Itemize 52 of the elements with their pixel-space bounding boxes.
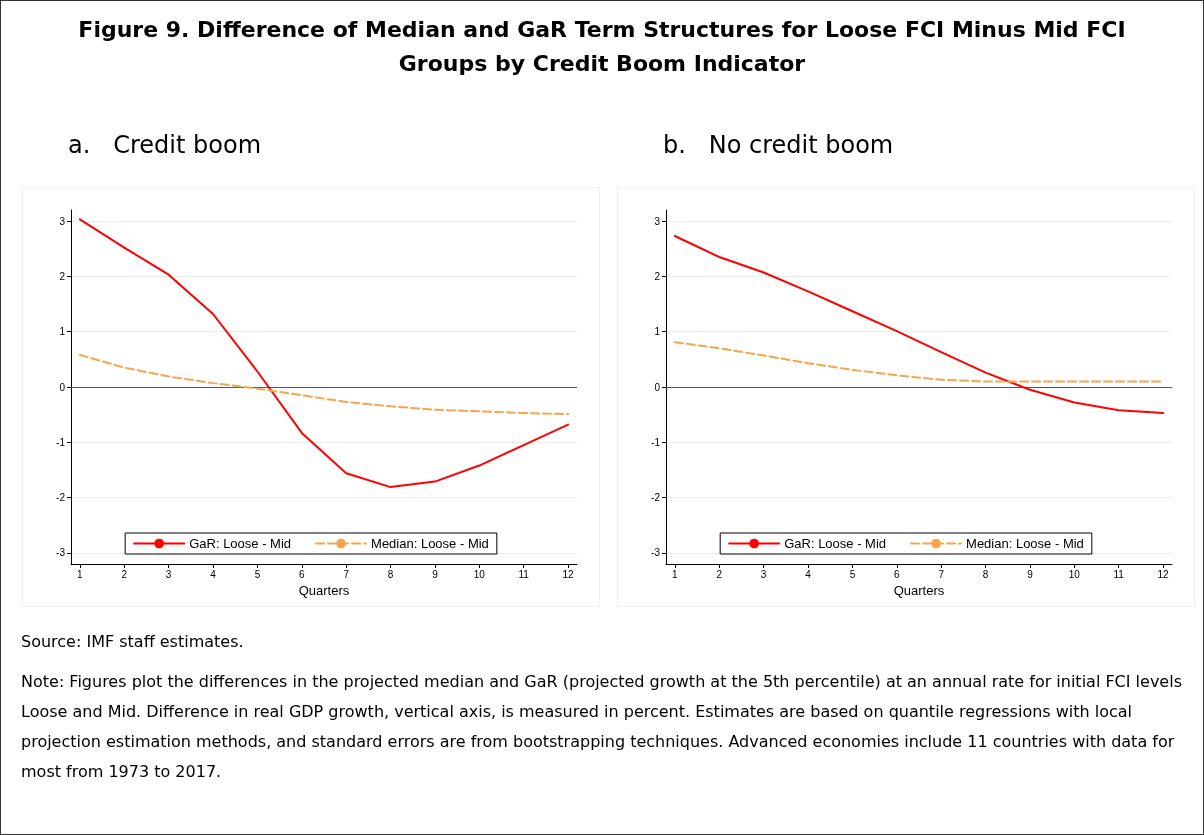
- y-tick-label: 2: [654, 270, 661, 282]
- legend-label: GaR: Loose - Mid: [189, 536, 292, 551]
- x-tick-label: 7: [938, 568, 945, 580]
- legend-label: Median: Loose - Mid: [966, 536, 1084, 551]
- x-tick-label: 2: [121, 568, 128, 580]
- chart-subtitle: a. Credit boom: [67, 130, 262, 161]
- x-tick-label: 12: [1157, 568, 1170, 580]
- x-tick-label: 7: [343, 568, 350, 580]
- x-tick-label: 1: [77, 568, 84, 580]
- x-tick-label: 4: [805, 568, 812, 580]
- x-tick-label: 8: [387, 568, 394, 580]
- y-tick-label: 1: [59, 326, 66, 338]
- x-tick-label: 1: [672, 568, 679, 580]
- y-tick-label: 0: [654, 381, 661, 393]
- line-series: [78, 218, 570, 489]
- x-tick-label: 9: [1027, 568, 1034, 580]
- legend-label: GaR: Loose - Mid: [784, 536, 887, 551]
- x-tick-label: 3: [760, 568, 767, 580]
- x-tick-label: 6: [894, 568, 901, 580]
- chart-subtitle: b. No credit boom: [662, 130, 895, 161]
- x-tick-label: 9: [432, 568, 439, 580]
- y-tick-label: -1: [56, 436, 66, 448]
- x-tick-label: 4: [210, 568, 217, 580]
- y-tick-label: -1: [651, 436, 661, 448]
- x-tick-label: 11: [518, 568, 530, 580]
- x-tick-label: 10: [473, 568, 486, 580]
- x-tick-label: 6: [299, 568, 306, 580]
- y-tick-label: -3: [56, 547, 66, 559]
- y-tick-label: 2: [59, 270, 66, 282]
- y-tick-label: -2: [56, 492, 66, 504]
- text: Note: Figures plot the differences in the projected median and GaR (projected growth at the 5th percentile) at an annual rate for initial FCI levels Loose and Mid. Difference in real GDP growth, vertical axis, is measured in percent. Estimates are based on quantile regressions with local projection estimation methods, and standard errors are from bootstrapping techniques. Advanced economies include 11 countries with data for most from 1973 to 2017.: [21, 671, 1183, 783]
- x-tick-label: 10: [1068, 568, 1081, 580]
- line-series: [673, 235, 1165, 414]
- x-tick-label: 8: [982, 568, 989, 580]
- x-tick-label: 2: [716, 568, 723, 580]
- legend-label: Median: Loose - Mid: [371, 536, 489, 551]
- x-tick-label: 11: [1113, 568, 1125, 580]
- x-tick-label: 5: [849, 568, 856, 580]
- x-tick-label: 12: [562, 568, 575, 580]
- y-tick-label: -3: [651, 547, 661, 559]
- line-series: [78, 353, 570, 416]
- x-axis-title: Quarters: [893, 582, 945, 598]
- y-tick-label: 3: [59, 215, 66, 227]
- chart-title: Figure 9. Difference of Median and GaR Term Structures for Loose FCI Minus Mid FCI Groups by Credit Boom Indicator: [78, 17, 1126, 76]
- y-tick-label: 1: [654, 326, 661, 338]
- x-tick-label: 3: [165, 568, 172, 580]
- source-note: Source: IMF staff estimates.: [21, 631, 245, 653]
- y-tick-label: 0: [59, 381, 66, 393]
- y-tick-label: -2: [651, 492, 661, 504]
- y-tick-label: 3: [654, 215, 661, 227]
- x-tick-label: 5: [254, 568, 261, 580]
- x-axis-title: Quarters: [298, 582, 350, 598]
